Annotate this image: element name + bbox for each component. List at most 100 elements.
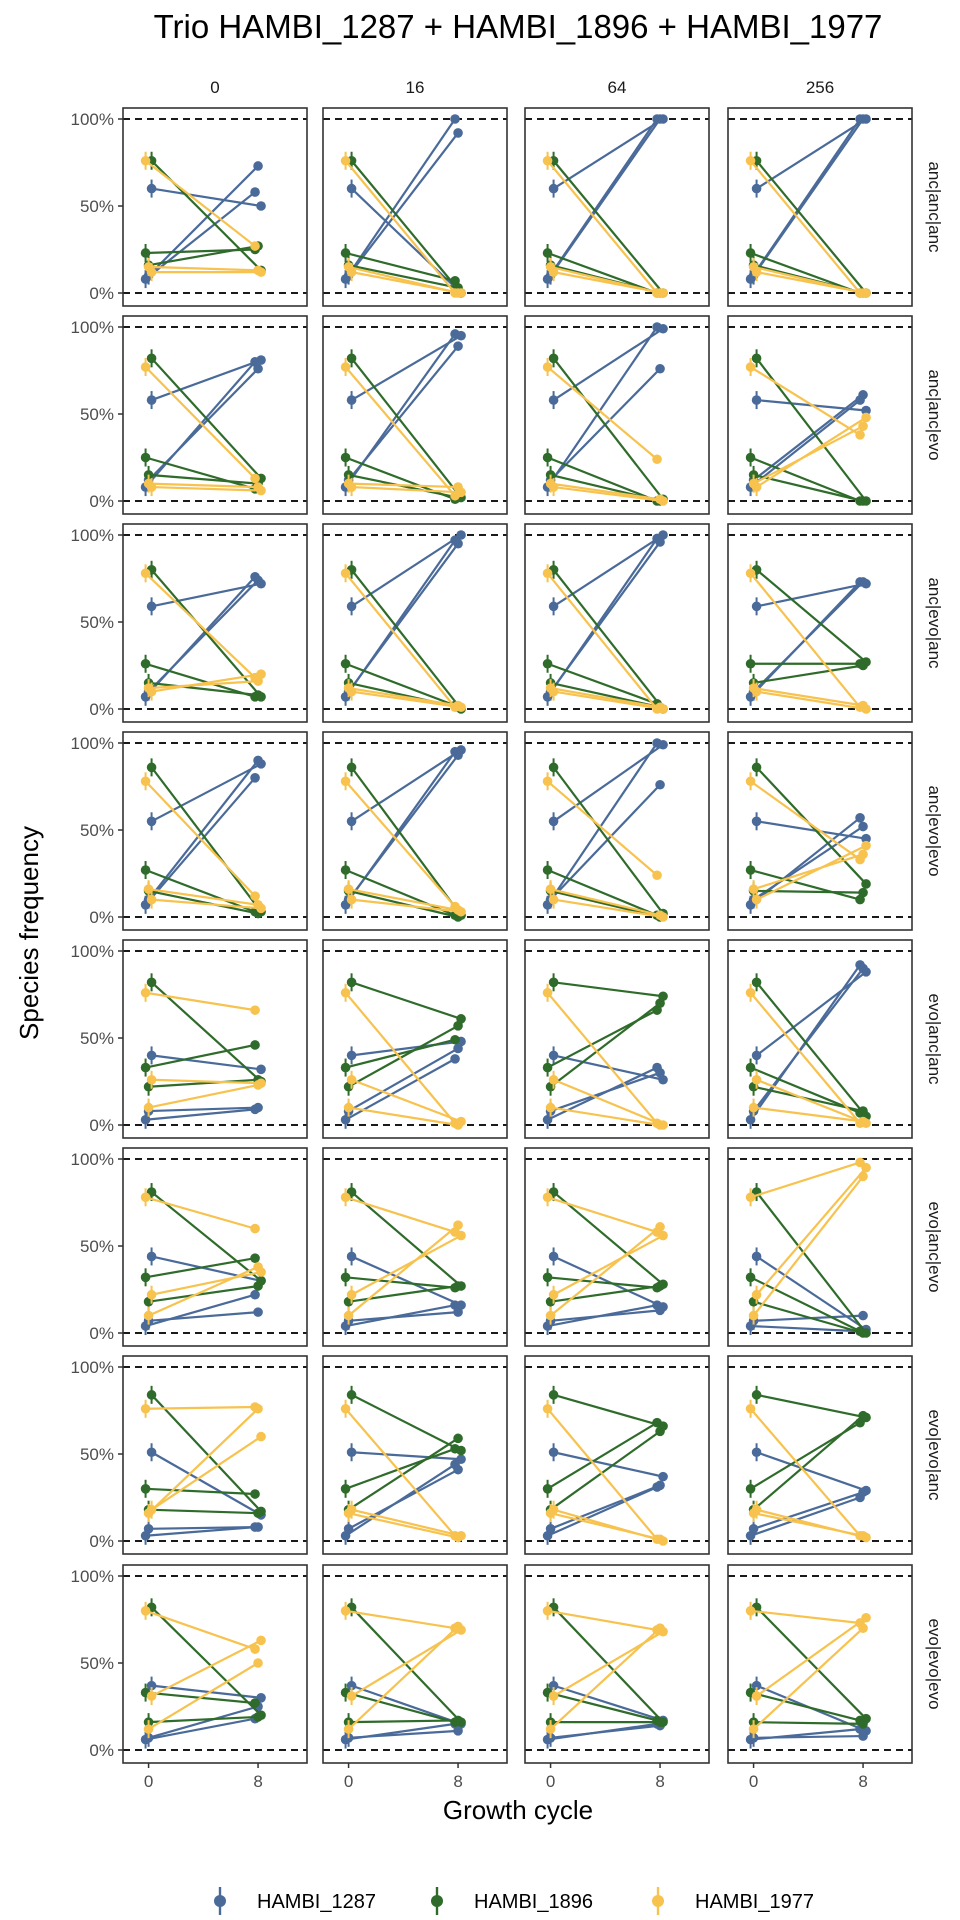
series-line xyxy=(752,1627,864,1730)
legend-item: HAMBI_1977 xyxy=(652,1887,814,1915)
data-point xyxy=(658,1279,668,1290)
data-point xyxy=(658,496,668,506)
series-line xyxy=(553,1078,664,1127)
series-line xyxy=(750,251,861,295)
series-line xyxy=(148,1508,259,1515)
data-point xyxy=(143,1724,154,1734)
data-point xyxy=(346,267,357,277)
series-line xyxy=(144,780,256,897)
series-line xyxy=(351,334,462,402)
series-line xyxy=(552,160,664,294)
series-line xyxy=(151,582,262,608)
data-point xyxy=(542,865,553,875)
data-point xyxy=(745,776,756,787)
data-point xyxy=(456,288,466,298)
data-point xyxy=(146,1504,157,1515)
data-point xyxy=(548,686,559,697)
data-point xyxy=(250,773,260,783)
data-point xyxy=(658,114,668,124)
series-line xyxy=(345,662,456,707)
y-tick-label: 0% xyxy=(89,284,114,303)
series-line xyxy=(151,898,262,910)
series-line xyxy=(351,898,462,913)
legend-item: HAMBI_1896 xyxy=(431,1887,593,1915)
facet-panel: 0% 50% 100% xyxy=(71,523,308,723)
data-point xyxy=(346,1074,357,1085)
series-line xyxy=(549,784,661,901)
data-point xyxy=(256,1078,266,1089)
data-point xyxy=(146,395,157,405)
series-line xyxy=(345,1196,456,1234)
data-point xyxy=(146,1390,157,1400)
facet-column-label: 64 xyxy=(608,78,627,97)
series-line xyxy=(151,1451,262,1516)
series-line xyxy=(145,1293,256,1328)
series-line xyxy=(145,1108,256,1121)
series-line xyxy=(755,1606,867,1720)
series-line xyxy=(549,118,661,277)
data-point xyxy=(146,267,157,277)
data-point xyxy=(146,353,157,364)
data-point xyxy=(140,1192,151,1203)
data-point xyxy=(456,702,466,713)
data-point xyxy=(655,779,665,790)
data-point xyxy=(253,1102,263,1113)
facet-panel: 0% 50% 100% xyxy=(71,939,308,1139)
series-line xyxy=(755,160,867,294)
series-line xyxy=(348,482,459,489)
panel-border xyxy=(727,315,913,515)
data-point xyxy=(542,362,553,372)
data-point xyxy=(343,1310,354,1321)
series-line xyxy=(546,366,658,461)
panel-border xyxy=(122,523,308,723)
series-line xyxy=(348,1729,459,1739)
x-tick-label: 0 xyxy=(546,1772,555,1791)
series-line xyxy=(552,743,664,823)
data-point xyxy=(340,865,351,875)
data-point xyxy=(340,568,351,579)
series-line xyxy=(144,572,256,679)
data-point xyxy=(658,1421,668,1431)
series-line xyxy=(151,1078,262,1085)
y-tick-label: 50% xyxy=(80,197,114,216)
series-line xyxy=(351,1508,462,1537)
series-line xyxy=(145,1196,256,1230)
series-line xyxy=(344,118,456,280)
series-line xyxy=(148,681,259,697)
y-tick-label: 100% xyxy=(71,1567,114,1586)
series-line xyxy=(549,541,661,693)
data-point xyxy=(658,1536,668,1546)
data-point xyxy=(256,267,266,277)
data-point xyxy=(146,894,157,905)
data-point xyxy=(253,1658,263,1668)
data-point xyxy=(250,1005,260,1015)
data-point xyxy=(745,248,756,258)
series-line xyxy=(148,889,259,915)
facet-panel xyxy=(727,523,913,723)
data-point xyxy=(745,1484,756,1494)
panel-border xyxy=(727,1355,913,1555)
data-point xyxy=(751,1504,762,1515)
series-line xyxy=(148,482,259,489)
series-line xyxy=(150,981,262,1083)
data-point xyxy=(745,1606,756,1616)
series-line xyxy=(144,777,256,906)
facet-panel xyxy=(727,731,913,931)
series-line xyxy=(756,1078,867,1125)
data-point xyxy=(751,183,762,194)
data-point xyxy=(256,485,266,496)
series-line xyxy=(753,1721,864,1725)
data-point xyxy=(542,987,553,998)
data-point xyxy=(548,762,559,773)
series-line xyxy=(552,118,664,190)
panel-border xyxy=(122,1355,308,1555)
series-line xyxy=(553,981,664,998)
facet-panel xyxy=(322,107,508,307)
data-point xyxy=(346,1390,357,1400)
data-point xyxy=(140,987,151,998)
data-point xyxy=(658,1471,668,1482)
data-point xyxy=(548,1050,559,1061)
series-line xyxy=(151,1054,262,1071)
data-point xyxy=(346,353,357,364)
